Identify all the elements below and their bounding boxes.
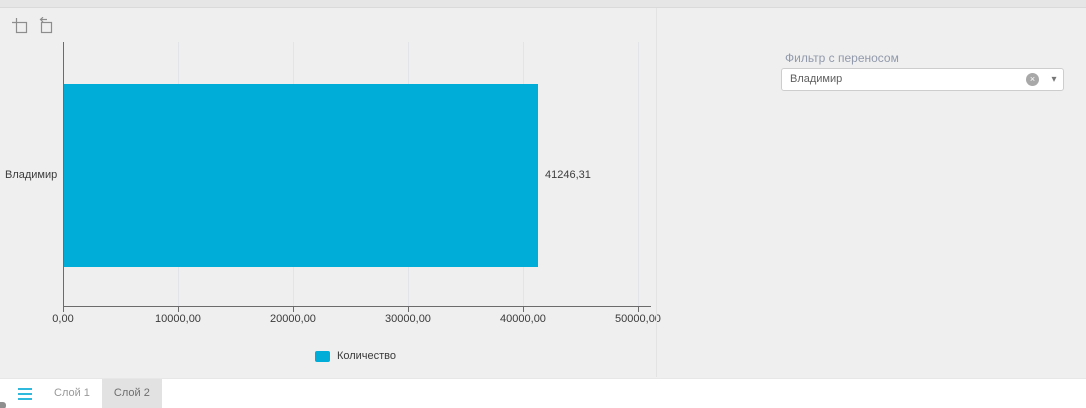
y-category-label: Владимир xyxy=(5,169,58,181)
tick-label: 0,00 xyxy=(52,313,74,325)
crop-select-icon xyxy=(11,17,29,35)
tick-label: 20000,00 xyxy=(270,313,316,325)
layers-bar: Слой 1 Слой 2 xyxy=(0,378,1086,408)
tick-mark xyxy=(293,307,294,312)
tick-mark xyxy=(178,307,179,312)
legend-swatch xyxy=(314,350,330,362)
x-axis-line xyxy=(63,306,651,307)
filter-value: Владимир xyxy=(790,73,843,85)
bar-value-label: 41246,31 xyxy=(545,169,591,181)
chevron-down-icon: ▾ xyxy=(1051,74,1057,85)
top-strip xyxy=(0,0,1086,8)
widget-divider xyxy=(656,8,657,377)
bar-vladimir[interactable] xyxy=(64,84,538,267)
tab-layer-1[interactable]: Слой 1 xyxy=(42,379,102,408)
tick-mark xyxy=(408,307,409,312)
clear-filter-button[interactable]: × xyxy=(1026,73,1039,86)
corner-artifact xyxy=(0,402,6,408)
filter-combobox[interactable]: Владимир × ▾ xyxy=(781,68,1064,91)
dropdown-caret-button[interactable]: ▾ xyxy=(1045,69,1063,90)
clear-icon: × xyxy=(1029,74,1036,84)
tick-mark xyxy=(523,307,524,312)
filter-label: Фильтр с переносом xyxy=(785,51,899,65)
tab-layer-2[interactable]: Слой 2 xyxy=(101,379,162,408)
tick-mark xyxy=(63,307,64,312)
y-axis-line xyxy=(63,42,64,307)
crop-select-button[interactable] xyxy=(10,16,30,36)
undo-crop-icon xyxy=(36,17,54,35)
layers-menu-button[interactable] xyxy=(18,388,32,400)
tick-label: 30000,00 xyxy=(385,313,431,325)
legend-item-kolichestvo[interactable]: Количество xyxy=(63,348,648,364)
legend-label: Количество xyxy=(336,350,397,362)
tick-label: 40000,00 xyxy=(500,313,546,325)
hamburger-icon xyxy=(18,388,32,390)
tick-mark xyxy=(638,307,639,312)
chart-toolbar xyxy=(10,16,55,36)
tick-label: 10000,00 xyxy=(155,313,201,325)
tick-label: 50000,00 xyxy=(615,313,661,325)
undo-crop-button[interactable] xyxy=(35,16,55,36)
plot-area: 0,00 10000,00 20000,00 30000,00 40000,00 5000… xyxy=(5,42,661,325)
gridline xyxy=(638,42,639,307)
